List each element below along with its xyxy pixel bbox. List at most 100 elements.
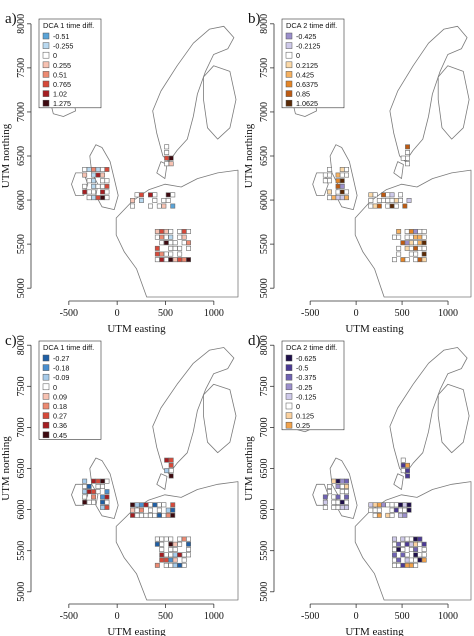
panel-c: c) -500 0 500 1000 5000 5500 6000 6500 7000 7500 80… bbox=[0, 333, 239, 636]
grid-cell bbox=[396, 234, 402, 240]
y-axis-title: UTM northing bbox=[0, 436, 12, 501]
grid-cell bbox=[339, 178, 345, 184]
legend-swatch bbox=[42, 51, 50, 59]
grid-cell bbox=[86, 489, 92, 495]
grid-cell bbox=[400, 468, 406, 474]
grid-cell bbox=[421, 552, 427, 558]
grid-cell bbox=[165, 198, 171, 203]
grid-cell bbox=[368, 203, 374, 209]
grid-cell bbox=[339, 183, 345, 189]
grid-cell bbox=[100, 172, 106, 178]
x-tick-label: 1000 bbox=[204, 611, 224, 622]
grid-cell bbox=[413, 547, 419, 553]
grid-cell bbox=[170, 203, 176, 209]
grid-cell bbox=[186, 229, 191, 234]
grid-cell bbox=[372, 512, 378, 518]
grid-cell bbox=[344, 172, 349, 178]
x-tick-label: -500 bbox=[60, 308, 78, 319]
grid-cell bbox=[331, 499, 337, 505]
grid-cell bbox=[186, 541, 191, 547]
grid-cell bbox=[391, 536, 397, 542]
grid-cell bbox=[164, 144, 170, 150]
grid-cell bbox=[163, 229, 169, 234]
grid-cell bbox=[104, 189, 110, 195]
legend-swatch bbox=[42, 99, 50, 107]
legend-box bbox=[281, 340, 345, 431]
grid-cell bbox=[170, 502, 176, 508]
coastline-1 bbox=[203, 65, 237, 140]
grid-cell bbox=[164, 155, 170, 161]
y-tick-label: 6500 bbox=[16, 146, 27, 166]
panel-d: d) -500 0 500 1000 5000 5500 6000 6500 7000 7500 80… bbox=[243, 333, 472, 636]
grid-cell bbox=[402, 507, 408, 513]
legend-box bbox=[281, 18, 345, 109]
y-tick-label: 7000 bbox=[16, 417, 27, 437]
legend-title: DCA 2 time diff. bbox=[286, 21, 337, 30]
grid-cell bbox=[339, 489, 345, 495]
grid-cell bbox=[404, 257, 410, 263]
grid-cell bbox=[159, 541, 165, 547]
grid-cell bbox=[417, 541, 423, 547]
y-tick-label: 7500 bbox=[16, 376, 27, 396]
x-tick-label: 500 bbox=[395, 308, 410, 319]
grid-cell bbox=[163, 552, 169, 558]
grid-cell bbox=[156, 507, 162, 513]
coastline-0 bbox=[152, 25, 235, 162]
y-tick-label: 6500 bbox=[16, 459, 27, 479]
legend-swatch bbox=[42, 364, 50, 371]
legend-label: 0.36 bbox=[53, 421, 67, 430]
grid-cell bbox=[172, 547, 178, 553]
legend-label: 0.45 bbox=[53, 431, 67, 440]
grid-cell bbox=[100, 504, 106, 510]
coastline-0 bbox=[152, 347, 235, 475]
grid-cell bbox=[165, 512, 171, 518]
legend-swatch bbox=[42, 421, 50, 429]
grid-cell bbox=[152, 502, 158, 508]
grid-cell bbox=[181, 257, 187, 263]
grid-cell bbox=[413, 251, 419, 257]
y-tick-label: 5500 bbox=[259, 234, 270, 254]
grid-cell bbox=[335, 183, 341, 189]
grid-cell bbox=[130, 502, 135, 508]
grid-cell bbox=[86, 195, 92, 201]
grid-cell bbox=[104, 494, 110, 500]
grid-cell bbox=[344, 195, 349, 201]
grid-cell bbox=[91, 167, 97, 172]
grid-cell bbox=[91, 183, 97, 189]
grid-cell bbox=[82, 489, 88, 495]
y-tick-label: 8000 bbox=[16, 14, 27, 34]
legend-title: DCA 1 time diff. bbox=[43, 21, 94, 30]
grid-cell bbox=[344, 499, 349, 505]
grid-cell bbox=[322, 172, 328, 178]
grid-cell bbox=[168, 468, 174, 474]
grid-cell bbox=[172, 541, 178, 547]
grid-cell bbox=[159, 552, 165, 558]
grid-cell bbox=[335, 172, 341, 178]
grid-cell bbox=[139, 507, 144, 513]
legend-label: -0.255 bbox=[53, 42, 73, 51]
grid-cell bbox=[376, 198, 382, 203]
grid-cell bbox=[417, 245, 423, 251]
grid-cell bbox=[327, 178, 332, 184]
grid-cell bbox=[331, 478, 337, 484]
grid-cell bbox=[406, 507, 412, 513]
grid-cell bbox=[421, 547, 427, 553]
grid-cell bbox=[331, 195, 337, 201]
x-axis-title: UTM easting bbox=[107, 323, 166, 335]
grid-cell bbox=[391, 552, 397, 558]
y-tick-label: 5500 bbox=[16, 541, 27, 561]
grid-cell bbox=[335, 195, 341, 201]
grid-cell bbox=[385, 203, 391, 209]
grid-cell bbox=[168, 155, 174, 161]
grid-cell bbox=[181, 557, 187, 563]
coastline-6 bbox=[393, 161, 404, 179]
grid-cell bbox=[405, 462, 410, 468]
grid-cell bbox=[344, 504, 349, 510]
grid-cell bbox=[186, 552, 191, 558]
grid-cell bbox=[163, 562, 169, 568]
legend-label: -0.2125 bbox=[296, 42, 320, 51]
legend-swatch bbox=[42, 61, 50, 69]
grid-cell bbox=[161, 502, 167, 508]
grid-cell bbox=[177, 245, 183, 251]
grid-cell bbox=[91, 195, 97, 201]
